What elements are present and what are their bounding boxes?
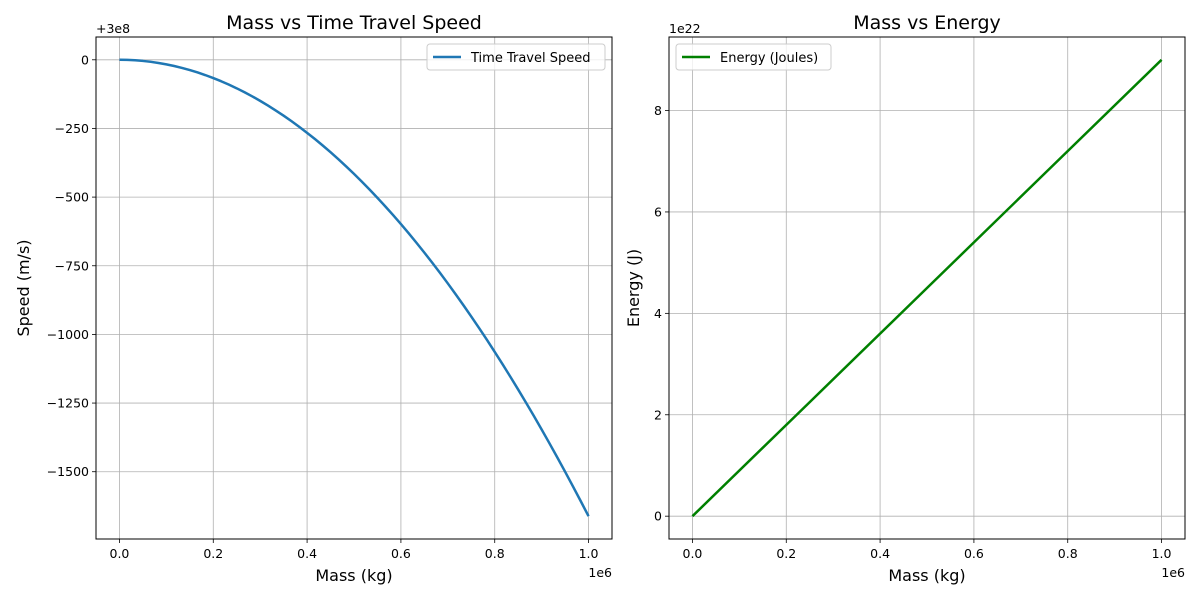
energy-chart-series (691, 58, 1163, 518)
speed-chart-legend-box (426, 43, 606, 71)
speed-chart-y-offset: +3e8 (96, 21, 130, 36)
energy-chart-x-tick-label: 0.6 (964, 546, 984, 561)
energy-chart-title: Mass vs Energy (853, 12, 1001, 34)
energy-chart-legend-box (675, 43, 832, 71)
energy-chart-y-tick-label: 6 (654, 204, 662, 219)
energy-chart-ylabel: Energy (J) (624, 249, 643, 327)
energy-chart-y-tick-label: 0 (654, 509, 662, 524)
speed-chart-x-tick-label: 0.2 (203, 546, 223, 561)
speed-chart-x-multiplier: 1e6 (588, 565, 612, 580)
energy-chart-y-tick-label: 8 (654, 103, 662, 118)
speed-chart-y-tick-label: −500 (55, 190, 89, 205)
speed-chart-legend: Time Travel Speed (426, 43, 606, 71)
speed-chart-y-tick-label: −1250 (47, 396, 89, 411)
energy-chart-y-tick-label: 4 (654, 306, 662, 321)
speed-chart-x-tick-label: 1.0 (579, 546, 599, 561)
speed-chart-y-tick-label: −750 (55, 258, 89, 273)
energy-chart-x-tick-label: 1.0 (1152, 546, 1172, 561)
speed-chart-title: Mass vs Time Travel Speed (226, 12, 482, 34)
speed-chart-legend-label: Time Travel Speed (470, 51, 590, 66)
speed-chart-y-tick-label: 0 (81, 52, 89, 67)
energy-chart-x-tick-label: 0.4 (870, 546, 890, 561)
energy-chart-x-tick-label: 0.8 (1058, 546, 1078, 561)
energy-chart-plot-area (668, 36, 1186, 540)
speed-chart-series-line (119, 58, 590, 517)
speed-chart-grid (96, 37, 612, 539)
speed-chart-ticks: 0.0 0.2 0.4 0.6 0.8 1.0 0 −250 −500 −750 −1000 −125… (47, 52, 599, 561)
energy-chart-grid (669, 37, 1185, 539)
speed-chart-y-tick-label: −250 (55, 121, 89, 136)
speed-chart-x-tick-label: 0.4 (297, 546, 317, 561)
energy-chart-y-tick-label: 2 (654, 407, 662, 422)
energy-chart-series-line (691, 58, 1163, 518)
speed-chart-x-tick-label: 0.8 (485, 546, 505, 561)
energy-chart-x-tick-label: 0.2 (776, 546, 796, 561)
speed-chart-y-tick-label: −1500 (47, 464, 89, 479)
energy-chart-x-multiplier: 1e6 (1161, 565, 1185, 580)
speed-chart-plot-area (95, 36, 613, 540)
energy-chart-ticks: 0.0 0.2 0.4 0.6 0.8 1.0 0 2 4 6 8 (654, 103, 1171, 561)
energy-chart-xlabel: Mass (kg) (888, 566, 965, 585)
speed-chart-xlabel: Mass (kg) (315, 566, 392, 585)
speed-chart-series (119, 58, 590, 517)
speed-chart-ylabel: Speed (m/s) (14, 239, 33, 336)
energy-chart-legend: Energy (Joules) (675, 43, 832, 71)
energy-chart-legend-label: Energy (Joules) (720, 51, 818, 66)
speed-chart: 0.0 0.2 0.4 0.6 0.8 1.0 0 −250 −500 −750 −1000 −125… (14, 12, 613, 585)
speed-chart-x-tick-label: 0.0 (110, 546, 130, 561)
speed-chart-y-tick-label: −1000 (47, 327, 89, 342)
energy-chart-y-multiplier: 1e22 (669, 21, 701, 36)
energy-chart: 0.0 0.2 0.4 0.6 0.8 1.0 0 2 4 6 8 Mass vs Energy M… (624, 12, 1186, 585)
energy-chart-x-tick-label: 0.0 (683, 546, 703, 561)
speed-chart-x-tick-label: 0.6 (391, 546, 411, 561)
